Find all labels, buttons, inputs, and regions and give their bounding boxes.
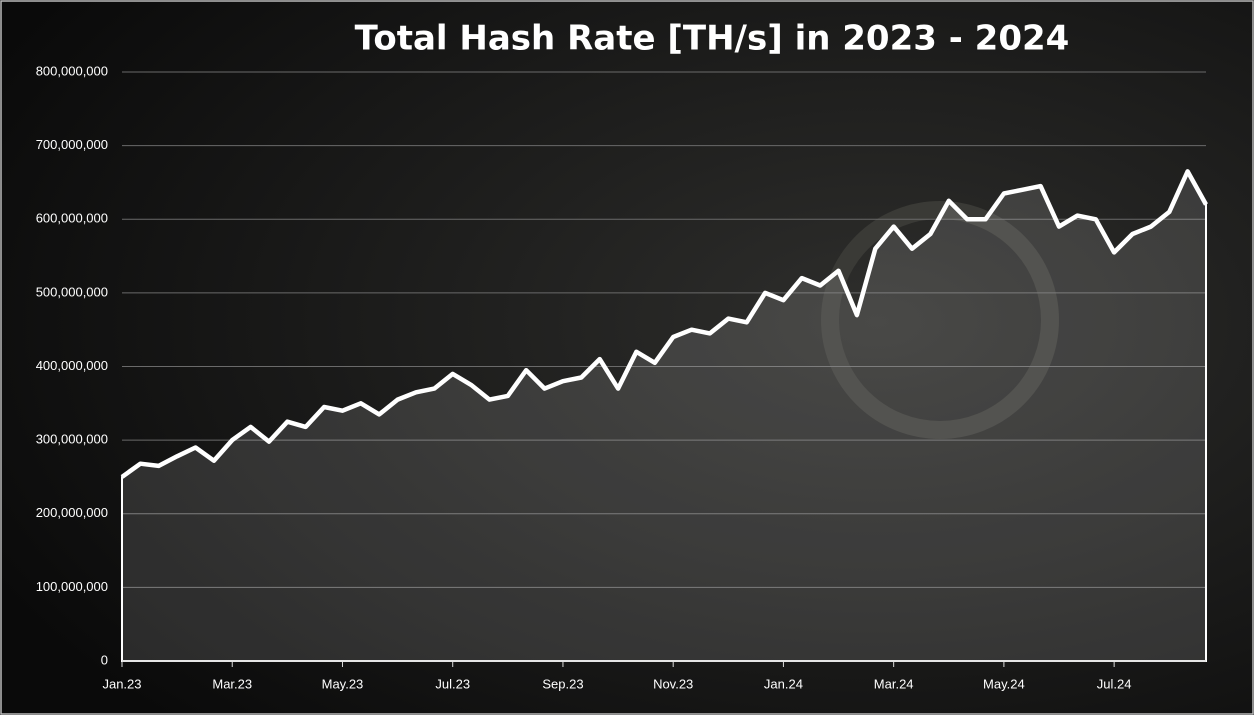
chart-title: Total Hash Rate [TH/s] in 2023 - 2024 [355, 19, 1070, 59]
y-tick-label: 100,000,000 [36, 579, 108, 594]
y-tick-label: 300,000,000 [36, 432, 108, 447]
y-tick-label: 700,000,000 [36, 137, 108, 152]
x-tick-label: Jul.23 [435, 676, 470, 691]
x-tick-label: Mar.23 [212, 676, 252, 691]
x-tick-label: May.24 [983, 676, 1025, 691]
x-tick-label: Jul.24 [1097, 676, 1132, 691]
x-tick-label: Nov.23 [653, 676, 693, 691]
y-tick-label: 500,000,000 [36, 284, 108, 299]
line [120, 169, 1208, 479]
y-tick-label: 0 [101, 652, 108, 667]
bg-decoration [821, 201, 1059, 439]
x-tick-label: Jan.23 [102, 676, 141, 691]
y-tick-label: 600,000,000 [36, 211, 108, 226]
x-tick-label: Jan.24 [764, 676, 803, 691]
y-tick-label: 400,000,000 [36, 358, 108, 373]
y-tick-label: 800,000,000 [36, 63, 108, 78]
x-tick-label: May.23 [322, 676, 364, 691]
y-tick-label: 200,000,000 [36, 505, 108, 520]
x-tick-label: Mar.24 [874, 676, 914, 691]
x-tick-label: Sep.23 [542, 676, 583, 691]
